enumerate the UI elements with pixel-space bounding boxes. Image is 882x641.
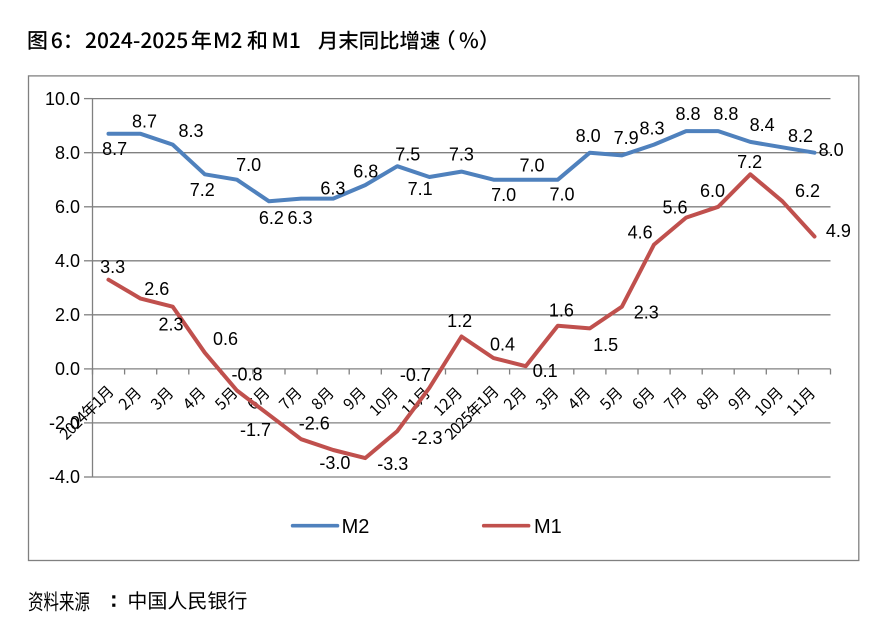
svg-text:8.8: 8.8 [675, 104, 700, 124]
svg-text:0.0: 0.0 [55, 359, 80, 379]
svg-text:8.0: 8.0 [819, 140, 844, 160]
svg-text:2.0: 2.0 [55, 305, 80, 325]
svg-text:M1: M1 [534, 516, 562, 538]
svg-text:-2.6: -2.6 [299, 414, 330, 434]
svg-text:2.6: 2.6 [144, 279, 169, 299]
svg-text:-2.3: -2.3 [411, 428, 442, 448]
svg-text:0.6: 0.6 [213, 329, 238, 349]
svg-text:8.7: 8.7 [132, 112, 157, 132]
svg-text:5.6: 5.6 [662, 197, 687, 217]
svg-text:1.2: 1.2 [447, 311, 472, 331]
svg-text:3.3: 3.3 [100, 257, 125, 277]
svg-text:0.1: 0.1 [533, 361, 558, 381]
svg-text:8.0: 8.0 [55, 143, 80, 163]
svg-text:6.2: 6.2 [259, 208, 284, 228]
svg-text:-2.0: -2.0 [49, 413, 80, 433]
svg-text:6.0: 6.0 [55, 197, 80, 217]
svg-text:4.6: 4.6 [628, 223, 653, 243]
svg-text:6.8: 6.8 [353, 162, 378, 182]
svg-text:1.5: 1.5 [593, 335, 618, 355]
svg-text:2.3: 2.3 [634, 303, 659, 323]
svg-text:8.3: 8.3 [639, 119, 664, 139]
svg-text:8.4: 8.4 [750, 115, 775, 135]
svg-text:-1.7: -1.7 [240, 420, 271, 440]
svg-text:6.2: 6.2 [795, 181, 820, 201]
svg-text:8.2: 8.2 [788, 126, 813, 146]
svg-text:1.6: 1.6 [549, 301, 574, 321]
svg-text:-0.7: -0.7 [400, 365, 431, 385]
svg-text:0.4: 0.4 [490, 334, 515, 354]
svg-text:-3.3: -3.3 [377, 454, 408, 474]
svg-text:-0.8: -0.8 [231, 365, 262, 385]
svg-text:7.0: 7.0 [549, 184, 574, 204]
svg-text:8.3: 8.3 [178, 121, 203, 141]
svg-text:8.0: 8.0 [576, 126, 601, 146]
svg-text:6.3: 6.3 [287, 208, 312, 228]
svg-text:4.9: 4.9 [826, 221, 851, 241]
svg-text:6.3: 6.3 [320, 179, 345, 199]
svg-text:7.2: 7.2 [737, 152, 762, 172]
svg-text:4.0: 4.0 [55, 251, 80, 271]
svg-text:6.0: 6.0 [700, 181, 725, 201]
svg-text:7.1: 7.1 [408, 179, 433, 199]
svg-text:7.0: 7.0 [236, 155, 261, 175]
svg-text:8.8: 8.8 [713, 104, 738, 124]
svg-text:7.5: 7.5 [395, 145, 420, 165]
svg-text:-4.0: -4.0 [49, 467, 80, 487]
svg-text:10.0: 10.0 [45, 89, 80, 109]
svg-text:M2: M2 [342, 516, 370, 538]
svg-text:7.9: 7.9 [614, 128, 639, 148]
svg-text:7.0: 7.0 [519, 155, 544, 175]
svg-text:7.0: 7.0 [491, 185, 516, 205]
svg-text:8.7: 8.7 [102, 139, 127, 159]
svg-text:7.2: 7.2 [190, 180, 215, 200]
svg-text:7.3: 7.3 [449, 145, 474, 165]
svg-text:2.3: 2.3 [158, 315, 183, 335]
svg-text:-3.0: -3.0 [319, 453, 350, 473]
